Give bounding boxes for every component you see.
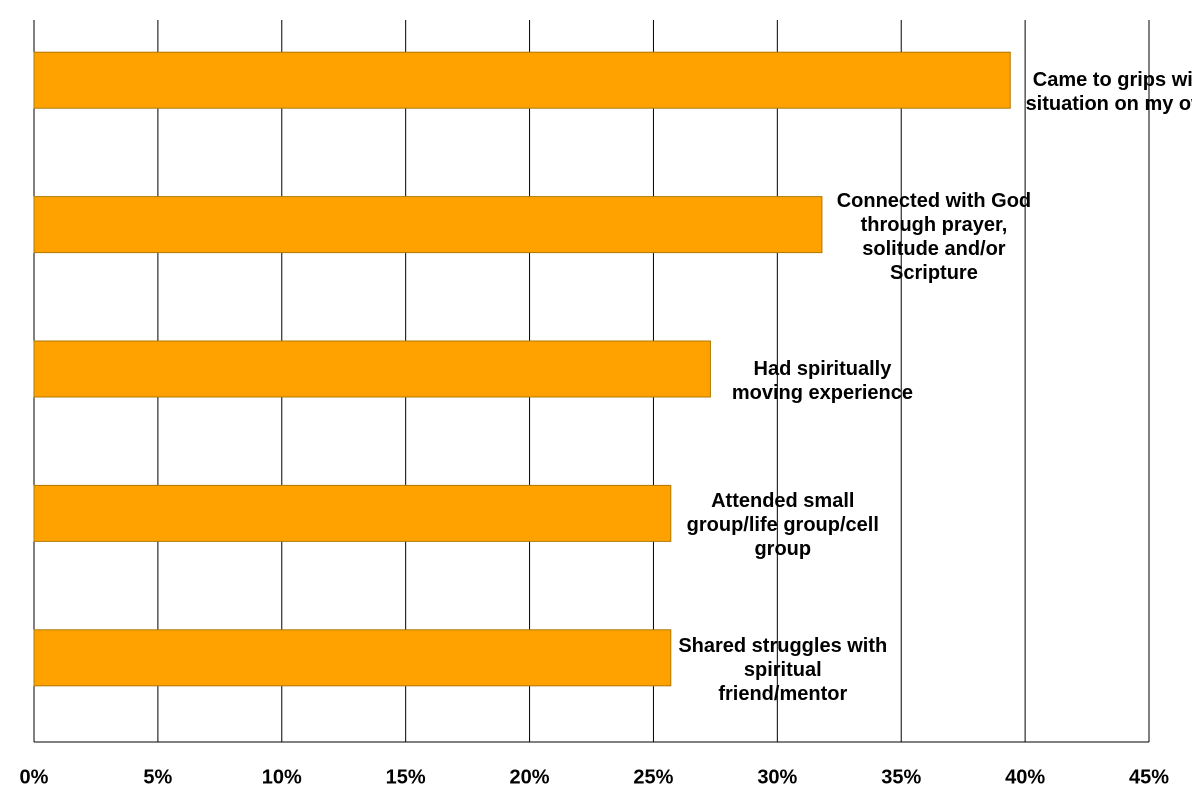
x-tick-label: 35% (881, 766, 921, 788)
category-label: Connected with God through prayer, solit… (836, 189, 1032, 284)
x-tick-label: 25% (633, 766, 673, 788)
bar (33, 196, 823, 254)
bar (33, 51, 1011, 109)
x-tick-label: 15% (386, 766, 426, 788)
bar (33, 340, 711, 398)
category-label: Shared struggles with spiritual friend/m… (678, 634, 888, 705)
x-tick-label: 45% (1129, 766, 1169, 788)
x-tick-label: 40% (1005, 766, 1045, 788)
x-tick-label: 5% (143, 766, 172, 788)
category-label: Came to grips with situation on my own (1025, 69, 1192, 116)
x-tick-label: 0% (20, 766, 49, 788)
x-tick-label: 30% (757, 766, 797, 788)
category-label: Attended small group/life group/cell gro… (686, 490, 879, 561)
x-tick-label: 20% (510, 766, 550, 788)
x-tick-label: 10% (262, 766, 302, 788)
bar (33, 484, 672, 542)
category-label: Had spiritually moving experience (731, 358, 914, 404)
bar (33, 629, 672, 687)
